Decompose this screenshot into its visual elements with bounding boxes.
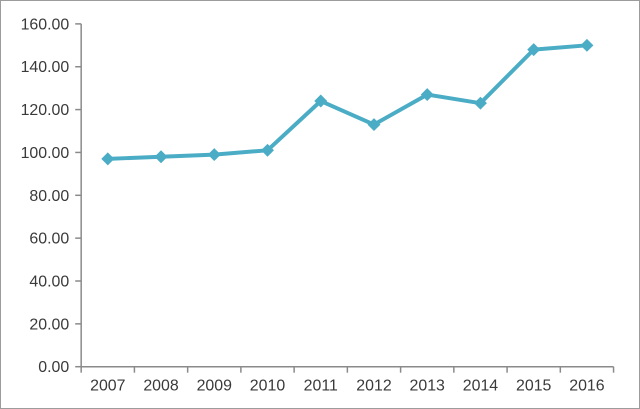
data-point-marker: [580, 38, 594, 52]
data-point-marker: [527, 43, 541, 57]
y-axis-tick-label: 140.00: [21, 59, 70, 76]
axis-lines: [80, 23, 614, 368]
x-axis-tick-label: 2008: [143, 378, 179, 395]
data-point-marker: [154, 150, 168, 164]
x-axis-tick-label: 2012: [356, 378, 392, 395]
data-point-marker: [420, 88, 434, 102]
x-axis-tick-label: 2014: [463, 378, 499, 395]
x-axis-tick-label: 2007: [90, 378, 126, 395]
y-axis-tick-label: 100.00: [21, 145, 70, 162]
y-axis-tick-label: 120.00: [21, 102, 70, 119]
data-point-marker: [207, 148, 221, 162]
data-point-marker: [367, 118, 381, 132]
y-axis-tick-label: 0.00: [38, 359, 69, 376]
x-axis-tick-label: 2009: [197, 378, 233, 395]
x-axis-tick-label: 2011: [304, 378, 338, 395]
y-axis-tick-label: 20.00: [29, 316, 69, 333]
data-line: [105, 43, 589, 161]
x-axis-tick-label: 2015: [516, 378, 552, 395]
data-point-marker: [261, 143, 274, 157]
y-axis-tick-label: 160.00: [21, 16, 70, 33]
x-axis-tick-label: 2010: [250, 378, 286, 395]
x-axis-tick-label: 2016: [569, 378, 605, 395]
y-axis-tick-label: 80.00: [29, 188, 69, 205]
y-axis-tick-label: 60.00: [29, 231, 69, 248]
data-point-marker: [101, 152, 115, 166]
x-axis-tick-label: 2013: [410, 378, 446, 395]
y-axis-tick-label: 40.00: [29, 273, 69, 290]
